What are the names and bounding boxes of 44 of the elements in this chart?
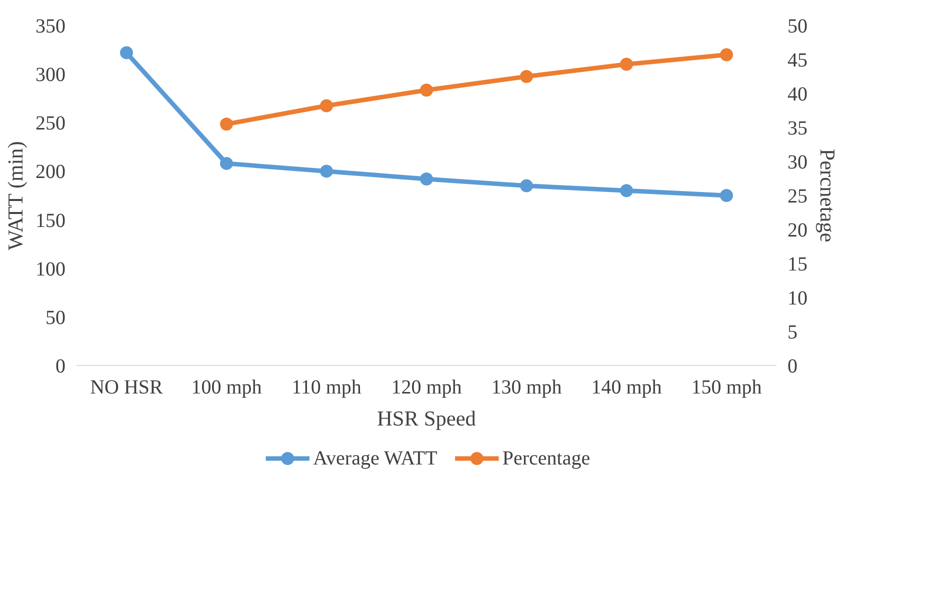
point (420, 172, 433, 186)
point (620, 58, 633, 71)
x-tick-label: NO HSR (90, 376, 164, 398)
y-tick-label: 200 (36, 161, 66, 184)
x-tick-label: 130 mph (491, 376, 562, 398)
point (620, 184, 633, 198)
y-axis-title: WATT (min) (4, 141, 28, 250)
legend-label: Average WATT (313, 448, 438, 470)
y-tick-label: 250 (36, 112, 66, 135)
point (320, 164, 333, 178)
y2-tick-label: 5 (788, 322, 798, 344)
y2-tick-label: 25 (788, 186, 808, 208)
point (320, 99, 333, 112)
point (220, 118, 233, 131)
x-tick-label: 110 mph (292, 376, 362, 398)
x-axis-title: HSR Speed (377, 406, 476, 430)
point (720, 48, 733, 62)
point (520, 179, 533, 192)
x-tick-label: 140 mph (591, 376, 662, 398)
point (120, 46, 133, 60)
y2-tick-label: 35 (788, 118, 808, 140)
y-tick-label: 350 (36, 16, 66, 38)
y2-tick-label: 50 (788, 16, 808, 38)
y2-tick-label: 45 (788, 50, 808, 72)
y-tick-label: 0 (56, 356, 66, 378)
y2-tick-label: 40 (788, 84, 808, 106)
x-tick-label: 150 mph (691, 376, 762, 398)
y-tick-label: 300 (36, 64, 66, 86)
point (420, 84, 433, 97)
y-tick-label: 100 (36, 258, 66, 280)
y2-tick-label: 20 (788, 220, 808, 242)
x-tick-label: 120 mph (391, 376, 462, 398)
y2-axis-title: Percnetage (816, 148, 840, 242)
y2-tick-label: 10 (788, 288, 808, 310)
y-tick-label: 50 (46, 306, 66, 329)
y2-tick-label: 0 (788, 356, 798, 378)
x-tick-label: 100 mph (191, 376, 262, 398)
legend-label: Percentage (502, 448, 590, 470)
point (720, 189, 733, 202)
y-tick-label: 150 (36, 210, 66, 232)
point (520, 70, 533, 83)
y2-tick-label: 15 (788, 254, 808, 276)
point (220, 156, 233, 170)
y2-tick-label: 30 (788, 152, 808, 174)
